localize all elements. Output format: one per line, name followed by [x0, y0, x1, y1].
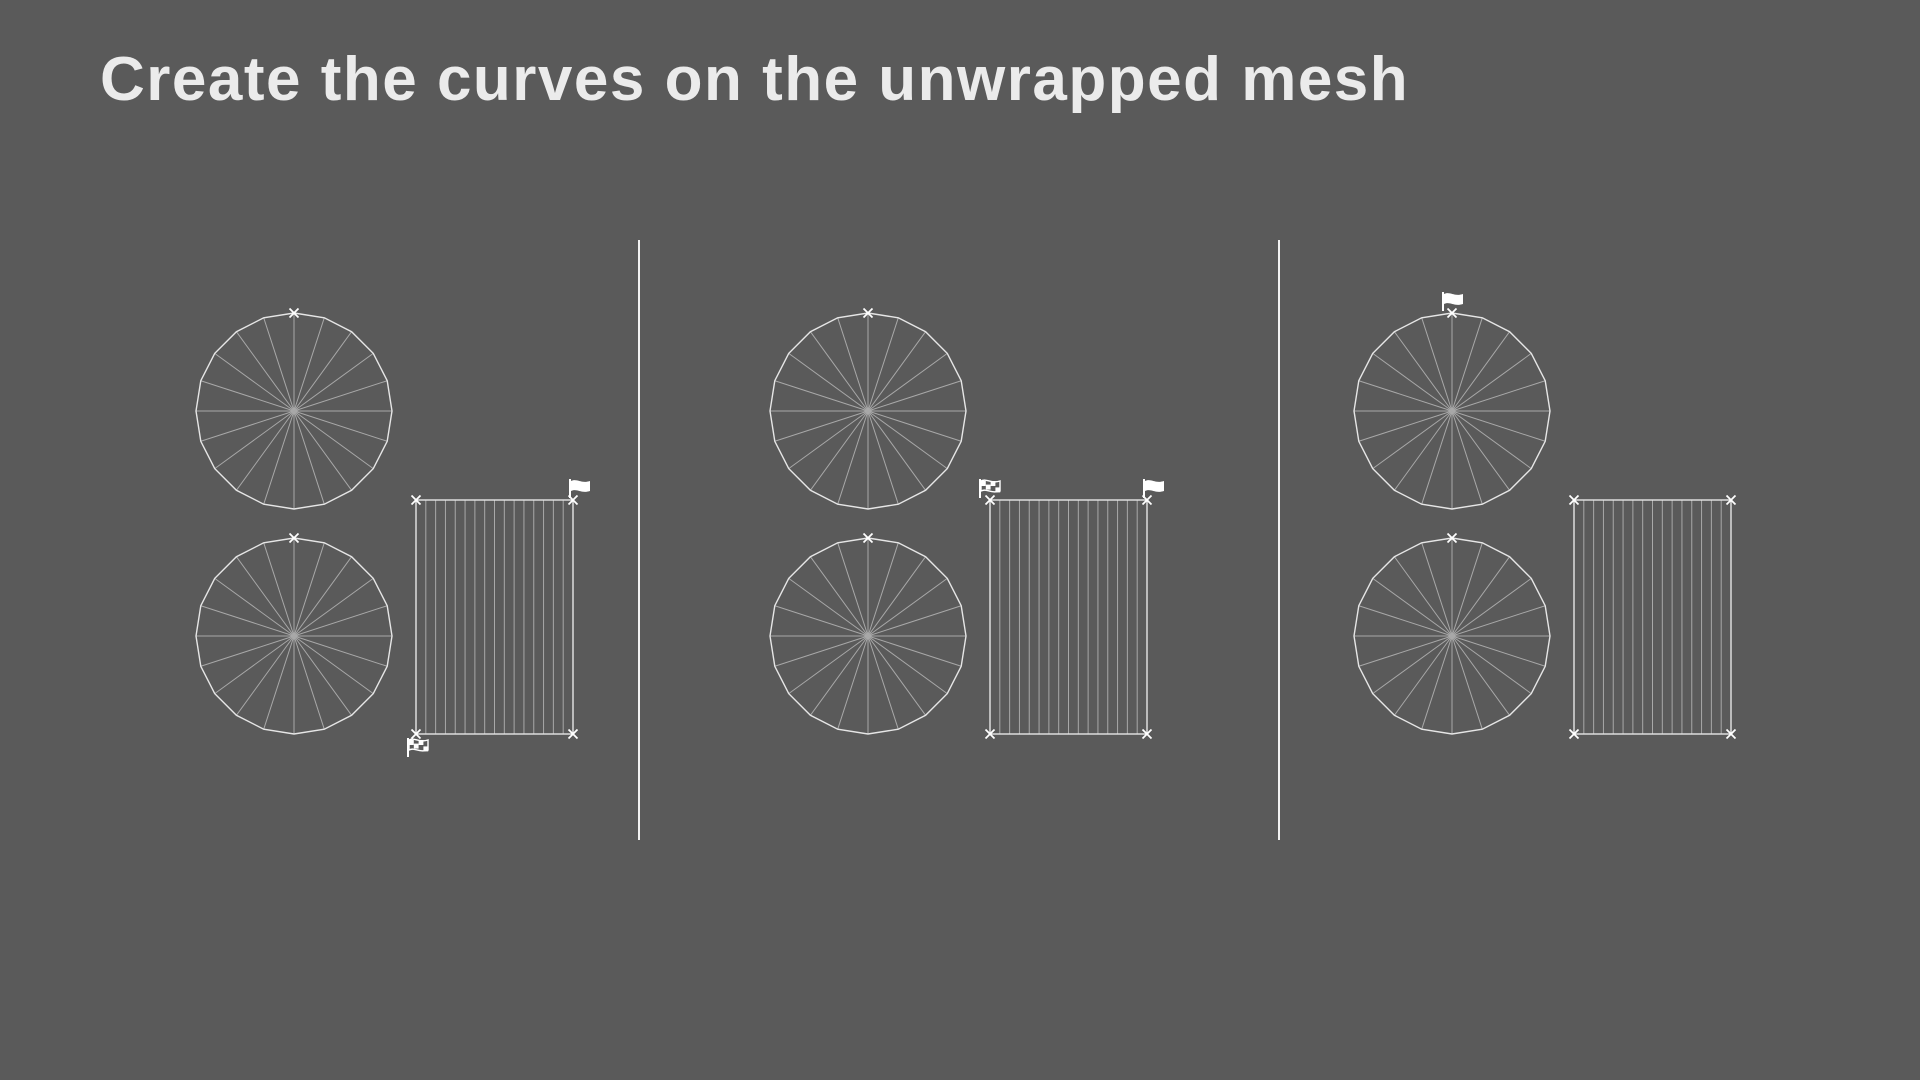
- lower-disc-mesh: [195, 532, 393, 735]
- panel-divider-1: [638, 240, 640, 840]
- upper-disc-mesh: [769, 307, 967, 510]
- start-flag-icon: [1442, 292, 1463, 311]
- corner-marker: [1141, 728, 1153, 740]
- corner-marker: [1725, 494, 1737, 506]
- corner-marker: [1568, 494, 1580, 506]
- panel-1: [195, 307, 590, 757]
- corner-marker: [1568, 728, 1580, 740]
- corner-marker: [410, 728, 422, 740]
- start-flag-icon: [569, 479, 590, 498]
- panel-divider-2: [1278, 240, 1280, 840]
- unwrapped-side-strip: [410, 494, 579, 740]
- seam-vertex-marker: [288, 307, 300, 319]
- seam-vertex-marker: [862, 307, 874, 319]
- finish-flag-icon: [979, 479, 1001, 498]
- corner-marker: [410, 494, 422, 506]
- seam-vertex-marker: [1446, 532, 1458, 544]
- unwrapped-side-strip: [1568, 494, 1737, 740]
- unwrapped-side-strip: [984, 494, 1153, 740]
- panel-3: [1353, 292, 1737, 740]
- seam-vertex-marker: [288, 532, 300, 544]
- panel-2: [769, 307, 1164, 740]
- corner-marker: [1725, 728, 1737, 740]
- start-flag-icon: [1143, 479, 1164, 498]
- lower-disc-mesh: [769, 532, 967, 735]
- corner-marker: [984, 728, 996, 740]
- lower-disc-mesh: [1353, 532, 1551, 735]
- corner-marker: [567, 728, 579, 740]
- finish-flag-icon: [407, 738, 429, 757]
- upper-disc-mesh: [1353, 307, 1551, 510]
- seam-vertex-marker: [1446, 307, 1458, 319]
- upper-disc-mesh: [195, 307, 393, 510]
- corner-marker: [984, 494, 996, 506]
- seam-vertex-marker: [862, 532, 874, 544]
- slide-title: Create the curves on the unwrapped mesh: [100, 45, 1410, 114]
